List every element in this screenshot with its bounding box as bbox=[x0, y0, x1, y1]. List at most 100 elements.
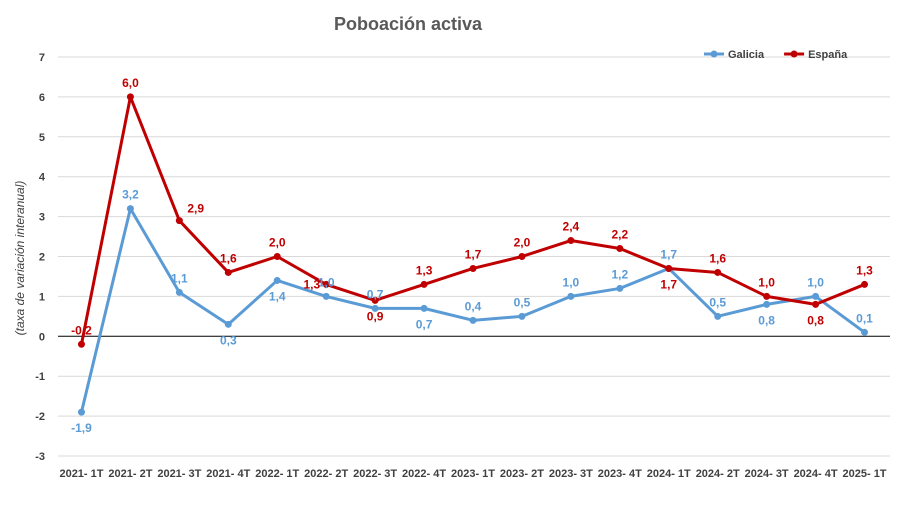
x-tick-label: 2022- 3T bbox=[353, 468, 397, 480]
data-label-galicia: 1,0 bbox=[318, 275, 335, 289]
y-axis-label: (taxa de variación interanual) bbox=[13, 181, 27, 336]
data-label-espana: 1,0 bbox=[758, 275, 775, 289]
data-label-galicia: 1,4 bbox=[269, 289, 286, 303]
data-label-espana: 0,8 bbox=[807, 313, 824, 327]
x-tick-label: 2021- 3T bbox=[157, 468, 201, 480]
y-tick-label: 2 bbox=[39, 252, 45, 264]
data-point-galicia bbox=[322, 292, 330, 300]
data-point-espana bbox=[77, 340, 85, 348]
data-label-galicia: 3,2 bbox=[122, 188, 139, 202]
data-point-espana bbox=[567, 237, 575, 245]
data-point-espana bbox=[469, 264, 477, 272]
y-tick-label: -2 bbox=[35, 411, 45, 423]
data-labels: -1,9 3,2 1,1 0,3 1,4 1,0 0,7 0,7 0,4 0,5 1,0 1,2 1,7… bbox=[71, 76, 873, 435]
y-tick-label: 5 bbox=[39, 132, 45, 144]
y-tick-label: 7 bbox=[39, 52, 45, 64]
data-point-galicia bbox=[616, 284, 624, 292]
data-label-galicia: 0,1 bbox=[856, 311, 873, 325]
data-point-espana bbox=[616, 245, 624, 253]
data-label-espana: 1,7 bbox=[465, 247, 482, 261]
x-tick-label: 2023- 4T bbox=[598, 468, 642, 480]
data-label-galicia: 0,8 bbox=[758, 313, 775, 327]
data-label-espana: 2,0 bbox=[514, 236, 531, 250]
chart-title: Poboación activa bbox=[334, 14, 483, 34]
y-tick-label: -1 bbox=[35, 371, 45, 383]
x-tick-label: 2024- 3T bbox=[745, 468, 789, 480]
data-point-espana bbox=[322, 280, 330, 288]
data-label-galicia: 1,1 bbox=[171, 271, 188, 285]
data-point-espana bbox=[763, 292, 771, 300]
data-label-galicia: 1,2 bbox=[611, 267, 628, 281]
data-label-espana: 1,6 bbox=[220, 251, 237, 265]
data-point-galicia bbox=[469, 316, 477, 324]
data-point-galicia bbox=[175, 288, 183, 296]
series-group bbox=[77, 93, 869, 416]
y-tick-label: -3 bbox=[35, 451, 45, 463]
x-tick-label: 2021- 1T bbox=[59, 468, 103, 480]
data-label-espana: 2,0 bbox=[269, 236, 286, 250]
data-point-espana bbox=[126, 93, 134, 101]
data-point-espana bbox=[273, 253, 281, 260]
data-label-espana: 0,9 bbox=[367, 309, 384, 323]
data-label-espana: -0,2 bbox=[71, 323, 92, 337]
legend-label-espana: España bbox=[808, 49, 848, 61]
data-point-galicia bbox=[77, 408, 85, 416]
data-point-galicia bbox=[126, 205, 134, 213]
data-label-galicia: 0,5 bbox=[709, 295, 726, 309]
data-point-galicia bbox=[812, 292, 820, 300]
y-tick-label: 3 bbox=[39, 212, 45, 224]
data-point-galicia bbox=[371, 304, 379, 312]
data-point-espana bbox=[175, 217, 183, 225]
legend: Galicia España bbox=[704, 49, 848, 61]
data-label-espana: 6,0 bbox=[122, 76, 139, 90]
data-label-galicia: 0,7 bbox=[416, 317, 433, 331]
x-tick-label: 2022- 4T bbox=[402, 468, 446, 480]
data-point-espana bbox=[518, 253, 526, 260]
x-tick-label: 2024- 4T bbox=[794, 468, 838, 480]
data-label-espana: 1,3 bbox=[416, 263, 433, 277]
x-tick-label: 2025- 1T bbox=[843, 468, 887, 480]
data-label-galicia: 0,4 bbox=[465, 299, 482, 313]
x-tick-label: 2021- 2T bbox=[108, 468, 152, 480]
data-label-galicia: 0,7 bbox=[367, 287, 384, 301]
legend-label-galicia: Galicia bbox=[728, 49, 765, 61]
data-point-espana bbox=[420, 280, 428, 288]
x-tick-label: 2021- 4T bbox=[206, 468, 250, 480]
data-point-galicia bbox=[763, 300, 771, 308]
data-point-espana bbox=[714, 268, 722, 276]
x-tick-label: 2022- 2T bbox=[304, 468, 348, 480]
legend-marker-espana bbox=[790, 50, 798, 58]
data-point-galicia bbox=[420, 304, 428, 312]
data-label-espana: 1,7 bbox=[660, 277, 677, 291]
gridlines bbox=[58, 56, 890, 457]
x-tick-label: 2024- 2T bbox=[696, 468, 740, 480]
data-point-espana bbox=[665, 264, 673, 272]
data-point-galicia bbox=[224, 320, 232, 328]
y-tick-label: 6 bbox=[39, 92, 45, 104]
y-tick-label: 4 bbox=[39, 172, 46, 184]
data-point-espana bbox=[224, 268, 232, 276]
data-point-galicia bbox=[273, 276, 281, 284]
data-point-espana bbox=[371, 296, 379, 304]
x-tick-label: 2024- 1T bbox=[647, 468, 691, 480]
x-axis-ticks: 2021- 1T 2021- 2T 2021- 3T 2021- 4T 2022- 1T… bbox=[59, 468, 886, 480]
data-label-espana: 1,6 bbox=[709, 251, 726, 265]
x-tick-label: 2023- 2T bbox=[500, 468, 544, 480]
data-label-espana: 2,2 bbox=[611, 228, 628, 242]
data-label-espana: 2,4 bbox=[563, 220, 580, 234]
data-label-galicia: 1,0 bbox=[807, 275, 824, 289]
y-tick-label: 1 bbox=[39, 291, 45, 303]
data-label-espana: 1,3 bbox=[303, 277, 320, 291]
legend-marker-galicia bbox=[710, 50, 718, 58]
data-point-galicia bbox=[567, 292, 575, 300]
data-label-galicia: -1,9 bbox=[71, 421, 92, 435]
data-point-galicia bbox=[861, 328, 869, 336]
data-point-galicia bbox=[518, 312, 526, 320]
x-tick-label: 2023- 3T bbox=[549, 468, 593, 480]
data-label-espana: 2,9 bbox=[187, 202, 204, 216]
data-label-espana: 1,3 bbox=[856, 263, 873, 277]
data-point-espana bbox=[812, 300, 820, 308]
y-tick-label: 0 bbox=[39, 331, 45, 343]
